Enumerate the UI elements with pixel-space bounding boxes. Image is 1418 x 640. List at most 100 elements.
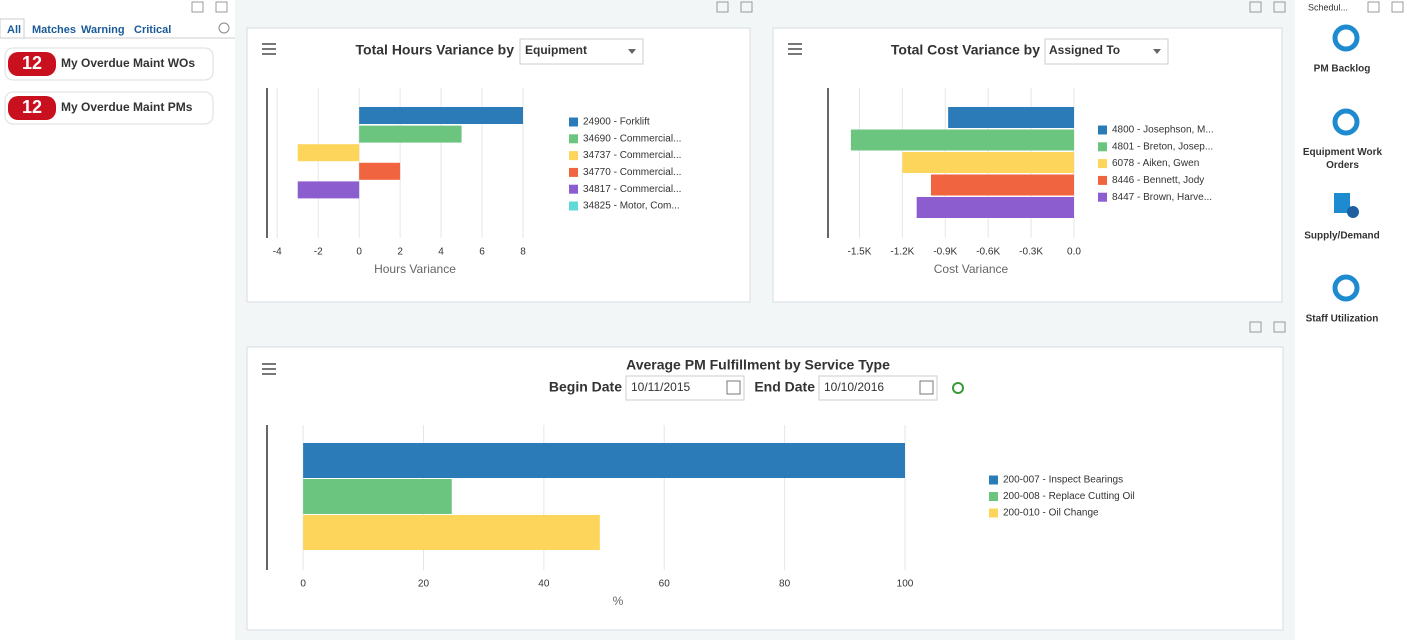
legend-label: 6078 - Aiken, Gwen: [1112, 158, 1199, 169]
legend-label: 34817 - Commercial...: [583, 184, 681, 195]
legend-swatch: [989, 492, 998, 501]
alert[interactable]: 12 My Overdue Maint WOs: [4, 47, 214, 81]
alert-box[interactable]: [4, 47, 214, 81]
refresh-icon[interactable]: [218, 22, 230, 34]
legend-label: 34825 - Motor, Com...: [583, 201, 680, 212]
expand-icon[interactable]: [1367, 1, 1380, 13]
menu-icon: [1332, 274, 1360, 302]
date-value[interactable]: 10/10/2016: [824, 380, 884, 394]
menu-item[interactable]: Supply/Demand: [1304, 193, 1380, 242]
charts: -4 -2 0 2 4 6 8 Hours Variance 24900 - Forklift 3…: [266, 88, 1214, 608]
tab[interactable]: All: [7, 24, 21, 36]
chart-title: Total Cost Variance by: [891, 42, 1040, 58]
legend-label: 8446 - Bennett, Jody: [1112, 175, 1204, 186]
alert[interactable]: 12 My Overdue Maint PMs: [4, 91, 214, 125]
x-tick-label: 6: [479, 247, 485, 258]
x-tick-label: -1.2K: [890, 247, 914, 258]
top-label: Schedul...: [1308, 2, 1348, 12]
x-tick-label: -2: [314, 247, 323, 258]
legend-swatch: [1098, 192, 1107, 202]
tab[interactable]: Matches: [32, 24, 76, 36]
legend-label: 200-007 - Inspect Bearings: [1003, 475, 1123, 486]
expand-icon[interactable]: [1249, 1, 1262, 13]
tab[interactable]: Critical: [134, 24, 171, 36]
right-panel: [1295, 0, 1418, 640]
expand-icon[interactable]: [191, 1, 204, 13]
menu-icon: [1332, 24, 1360, 52]
date-input[interactable]: [625, 375, 745, 401]
menu-icon[interactable]: [215, 1, 228, 13]
bar: [359, 162, 401, 180]
alert-badge: [8, 96, 56, 120]
bar: [303, 515, 600, 550]
x-axis-label: %: [613, 594, 624, 608]
alert-box[interactable]: [4, 91, 214, 125]
menu-icon: [1332, 108, 1360, 136]
legend-swatch: [1098, 159, 1107, 169]
hamburger[interactable]: [262, 363, 276, 375]
date-input[interactable]: [818, 375, 938, 401]
x-tick-label: -1.5K: [848, 247, 872, 258]
bar: [359, 107, 523, 124]
bar: [297, 181, 360, 199]
menu-icon[interactable]: [1273, 1, 1286, 13]
legend-swatch: [1098, 142, 1107, 152]
chart-title: Total Hours Variance by: [356, 42, 515, 58]
legend-swatch: [569, 117, 578, 127]
legend-label: 34690 - Commercial...: [583, 133, 681, 144]
x-tick-label: -0.6K: [976, 247, 1000, 258]
menu-icon[interactable]: [1391, 1, 1404, 13]
expand-icon[interactable]: [716, 1, 729, 13]
tab[interactable]: Warning: [81, 24, 125, 36]
legend-swatch: [1098, 175, 1107, 185]
chart-title: Average PM Fulfillment by Service Type: [626, 357, 890, 373]
legend-swatch: [569, 134, 578, 144]
bar: [303, 479, 452, 514]
x-tick-label: 20: [418, 579, 430, 590]
legend-label: 24900 - Forklift: [583, 117, 650, 128]
bar: [948, 107, 1074, 128]
dropdown-value[interactable]: Assigned To: [1049, 43, 1120, 57]
refresh-icon[interactable]: [952, 382, 964, 394]
hamburgers: [262, 43, 802, 375]
menu-icon[interactable]: [740, 1, 753, 13]
menu-icon[interactable]: [1273, 321, 1286, 333]
legend-swatch: [989, 508, 998, 518]
menu-icon: [1347, 206, 1359, 218]
menu-label[interactable]: Staff Utilization: [1306, 314, 1379, 325]
legend-label: 8447 - Brown, Harve...: [1112, 192, 1212, 203]
dropdown-value[interactable]: Equipment: [525, 43, 587, 57]
bar: [297, 144, 360, 162]
menu-label[interactable]: Equipment Work Orders: [1302, 147, 1383, 171]
x-tick-label: 0: [356, 247, 362, 258]
date-value[interactable]: 10/11/2015: [631, 380, 690, 394]
dropdown[interactable]: [519, 38, 644, 65]
x-tick-label: 0: [300, 579, 306, 590]
x-tick-label: 8: [520, 247, 526, 258]
hamburger[interactable]: [788, 43, 802, 55]
bar: [303, 443, 905, 478]
calendar-icon[interactable]: [726, 380, 741, 395]
dropdown-arrow: [1153, 49, 1161, 54]
alert-count: 12: [22, 97, 42, 117]
x-axis-label: Cost Variance: [934, 262, 1009, 276]
menu-label[interactable]: PM Backlog: [1314, 64, 1371, 75]
menu-item[interactable]: PM Backlog: [1314, 24, 1371, 75]
date-label: End Date: [754, 379, 815, 395]
legend-swatch: [569, 184, 578, 194]
calendar-icon[interactable]: [919, 380, 934, 395]
menu-item[interactable]: Equipment Work Orders: [1295, 108, 1390, 176]
alert-label[interactable]: My Overdue Maint WOs: [61, 56, 195, 70]
menu-item[interactable]: Staff Utilization: [1306, 274, 1379, 325]
alert-label[interactable]: My Overdue Maint PMs: [61, 100, 193, 114]
x-tick-label: -0.3K: [1019, 247, 1043, 258]
hamburger[interactable]: [262, 43, 276, 55]
legend-swatch: [1098, 125, 1107, 135]
dropdown[interactable]: [1044, 38, 1169, 65]
bar: [359, 125, 462, 143]
expand-icon[interactable]: [1249, 321, 1262, 333]
menu-label[interactable]: Supply/Demand: [1304, 231, 1380, 242]
legend-label: 200-008 - Replace Cutting Oil: [1003, 491, 1135, 502]
bar: [916, 197, 1074, 218]
